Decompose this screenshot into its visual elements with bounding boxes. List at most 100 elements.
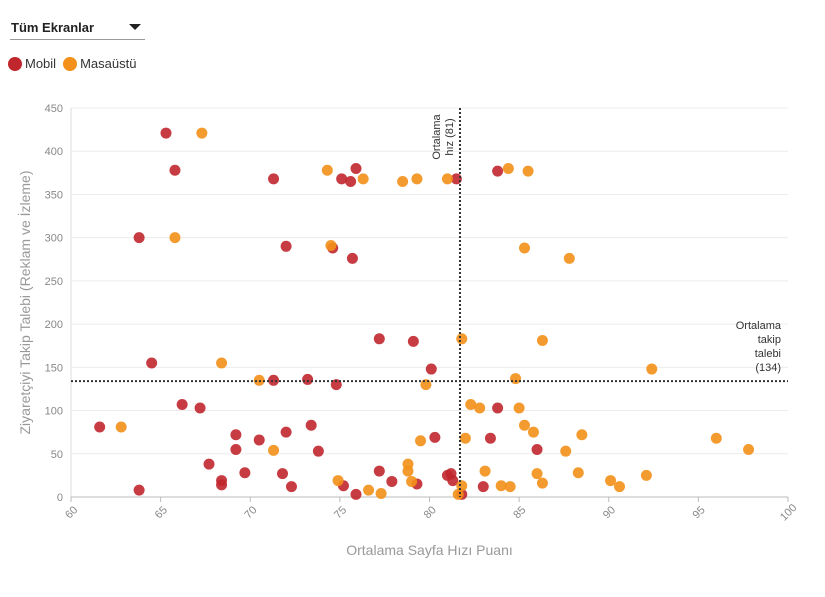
data-point-mobil [531, 443, 543, 455]
data-point-mobil [268, 173, 280, 185]
data-point-masaustu [510, 373, 522, 385]
data-point-mobil [230, 443, 242, 455]
data-point-mobil [133, 484, 145, 496]
data-point-mobil [492, 165, 504, 177]
data-point-mobil [268, 374, 280, 386]
average-tracking-label: takip [758, 334, 781, 346]
legend-label-mobil: Mobil [25, 56, 57, 71]
data-point-masaustu [465, 399, 477, 411]
y-tick-label: 300 [45, 233, 63, 245]
data-point-masaustu [420, 379, 432, 391]
data-point-mobil [253, 434, 265, 446]
data-point-mobil [373, 465, 385, 477]
data-point-masaustu [640, 469, 652, 481]
x-axis-title: Ortalama Sayfa Hızı Puanı [346, 542, 513, 558]
data-point-mobil [373, 333, 385, 345]
data-point-masaustu [605, 475, 617, 487]
x-tick-label: 85 [511, 504, 528, 521]
data-point-masaustu [519, 419, 531, 431]
y-tick-label: 150 [45, 362, 63, 374]
data-point-masaustu [479, 465, 491, 477]
data-point-mobil [312, 445, 324, 457]
x-tick-label: 95 [691, 504, 708, 521]
y-tick-label: 50 [51, 449, 63, 461]
data-point-masaustu [115, 421, 127, 433]
screen-filter-value: Tüm Ekranlar [11, 20, 95, 35]
data-point-mobil [305, 419, 317, 431]
data-point-mobil [194, 402, 206, 414]
x-tick-label: 90 [601, 504, 618, 521]
data-point-mobil [386, 475, 398, 487]
data-point-mobil [346, 252, 358, 264]
y-tick-label: 400 [45, 146, 63, 158]
data-point-mobil [425, 363, 437, 375]
data-point-mobil [160, 127, 172, 139]
data-point-masaustu [504, 481, 516, 493]
data-point-mobil [280, 240, 292, 252]
data-point-masaustu [441, 173, 453, 185]
x-tick-label: 80 [422, 504, 439, 521]
data-point-masaustu [397, 175, 409, 187]
data-point-masaustu [536, 335, 548, 347]
data-point-mobil [203, 458, 215, 470]
average-tracking-label: talebi [755, 348, 781, 360]
data-point-masaustu [216, 357, 228, 369]
data-point-masaustu [459, 432, 471, 444]
data-point-masaustu [576, 429, 588, 441]
data-point-masaustu [646, 363, 658, 375]
chevron-down-icon [129, 24, 141, 30]
legend-item-mobil[interactable]: Mobil [8, 56, 56, 71]
data-point-mobil [345, 175, 357, 187]
data-point-mobil [285, 481, 297, 493]
x-tick-label: 70 [242, 504, 259, 521]
legend-item-masaustu[interactable]: Masaüstü [63, 56, 136, 71]
data-point-masaustu [406, 475, 418, 487]
data-point-masaustu [572, 467, 584, 479]
data-point-masaustu [411, 173, 423, 185]
data-point-masaustu [169, 232, 181, 244]
data-point-mobil [302, 373, 314, 385]
data-point-masaustu [474, 402, 486, 414]
data-point-masaustu [375, 488, 387, 500]
data-point-mobil [146, 357, 158, 369]
data-point-mobil [169, 164, 181, 176]
data-point-mobil [216, 479, 228, 491]
data-point-mobil [280, 426, 292, 438]
data-point-mobil [133, 232, 145, 244]
data-point-masaustu [402, 465, 414, 477]
data-point-mobil [484, 432, 496, 444]
data-point-masaustu [415, 435, 427, 447]
data-point-mobil [477, 481, 489, 493]
data-point-masaustu [513, 402, 525, 414]
data-point-masaustu [522, 165, 534, 177]
x-tick-label: 100 [778, 502, 799, 523]
data-point-masaustu [357, 173, 369, 185]
data-point-mobil [239, 467, 251, 479]
data-point-masaustu [452, 488, 464, 500]
average-speed-label: Ortalama [431, 114, 443, 160]
data-point-mobil [429, 431, 441, 443]
screen-filter-dropdown[interactable]: Tüm Ekranlar [10, 14, 145, 40]
data-point-mobil [447, 475, 459, 487]
data-point-mobil [277, 468, 289, 480]
data-point-masaustu [536, 477, 548, 489]
data-point-mobil [350, 163, 362, 175]
data-point-masaustu [743, 443, 755, 455]
data-point-masaustu [502, 163, 514, 175]
data-point-masaustu [710, 432, 722, 444]
data-point-masaustu [495, 480, 507, 492]
data-point-masaustu [268, 444, 280, 456]
y-axis-title: Ziyaretçiyi Takip Talebi (Reklam ve İzle… [16, 170, 33, 434]
data-point-masaustu [332, 475, 344, 487]
data-point-masaustu [456, 333, 468, 345]
data-point-mobil [407, 335, 419, 347]
legend-swatch-mobil [8, 56, 22, 71]
average-speed-label: hız (81) [444, 118, 456, 155]
data-point-mobil [94, 421, 106, 433]
data-point-masaustu [563, 252, 575, 264]
data-point-masaustu [614, 481, 626, 493]
y-tick-label: 100 [45, 406, 63, 418]
data-point-mobil [176, 399, 188, 411]
data-point-masaustu [196, 127, 208, 139]
